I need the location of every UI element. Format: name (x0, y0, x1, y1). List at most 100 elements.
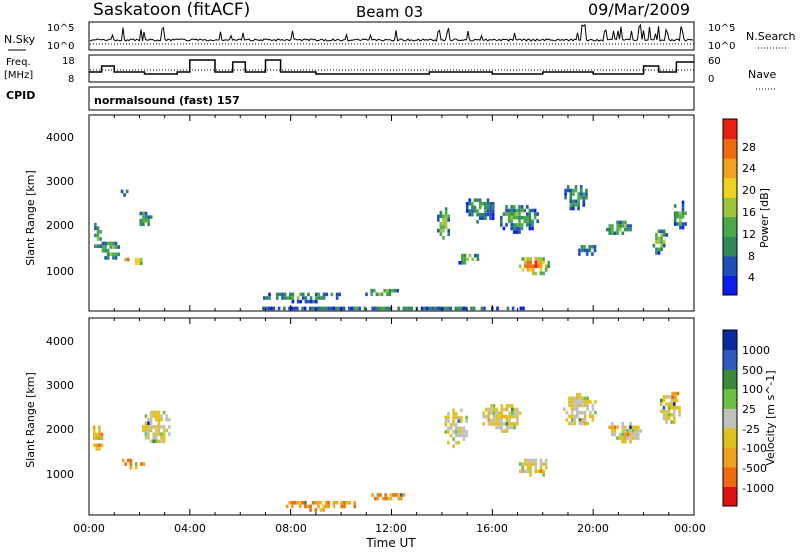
freq-trace (89, 59, 694, 75)
heatmap-cell (673, 204, 677, 208)
heatmap-cell (513, 425, 517, 430)
heatmap-cell (101, 245, 105, 249)
heatmap-cell (526, 223, 529, 227)
heatmap-cell (276, 296, 279, 300)
heatmap-cell (502, 212, 506, 216)
heatmap-cell (634, 432, 637, 437)
heatmap-cell (149, 417, 153, 422)
colorbar-swatch (723, 486, 737, 507)
heatmap-cell (444, 306, 447, 311)
colorbar-swatch (723, 275, 737, 296)
heatmap-cell (679, 225, 682, 230)
heatmap-cell (457, 440, 461, 445)
heatmap-cell (137, 257, 140, 262)
heatmap-cell (572, 206, 575, 211)
heatmap-cell (660, 236, 663, 241)
heatmap-cell (573, 396, 576, 401)
heatmap-cell (570, 410, 574, 415)
heatmap-cell (168, 425, 171, 429)
heatmap-cell (407, 306, 411, 311)
heatmap-cell (439, 306, 442, 311)
heatmap-cell (681, 204, 685, 208)
heatmap-cell (621, 432, 624, 437)
heatmap-cell (526, 264, 530, 268)
heatmap-cell (524, 257, 527, 261)
heatmap-cell (490, 404, 493, 408)
heatmap-cell (384, 493, 387, 497)
heatmap-cell (329, 306, 333, 311)
heatmap-cell (537, 257, 540, 261)
heatmap-cell (508, 411, 511, 415)
heatmap-cell (489, 205, 492, 210)
heatmap-cell (162, 432, 166, 436)
heatmap-cell (594, 400, 597, 404)
heatmap-cell (322, 306, 325, 311)
heatmap-cell (613, 231, 617, 235)
heatmap-cell (637, 429, 640, 433)
heatmap-cell (670, 420, 673, 424)
heatmap-cell (129, 462, 133, 466)
heatmap-cell (478, 202, 482, 206)
heatmap-cell (578, 396, 582, 401)
heatmap-cell (621, 439, 624, 444)
heatmap-cell (278, 292, 282, 297)
heatmap-cell (591, 403, 595, 408)
heatmap-cell (670, 405, 673, 410)
heatmap-cell (478, 205, 482, 210)
heatmap-cell (293, 501, 297, 505)
heatmap-cell (381, 306, 385, 311)
heatmap-cell (684, 211, 687, 215)
heatmap-cell (510, 226, 513, 231)
heatmap-cell (578, 400, 582, 404)
freq-label-line2: [MHz] (4, 70, 33, 81)
heatmap-cell (436, 306, 439, 311)
heatmap-cell (578, 403, 582, 408)
heatmap-cell (655, 236, 658, 241)
heatmap-cell (529, 257, 532, 261)
power-axis-ticks (88, 115, 695, 311)
heatmap-cell (591, 418, 595, 422)
heatmap-cell (374, 496, 377, 501)
heatmap-cell (335, 501, 338, 505)
heatmap-cell (353, 501, 357, 505)
heatmap-cell (626, 224, 630, 228)
heatmap-cell (678, 405, 681, 410)
heatmap-cell (338, 292, 341, 297)
heatmap-cell (468, 202, 472, 206)
heatmap-cell (570, 400, 574, 404)
heatmap-cell (155, 414, 158, 418)
heatmap-cell (516, 418, 519, 423)
heatmap-cell (667, 416, 671, 421)
heatmap-cell (468, 253, 472, 258)
heatmap-cell (528, 212, 532, 216)
heatmap-cell (662, 416, 666, 421)
heatmap-cell (673, 218, 677, 223)
velocity-cbar-tick-neg25: -25 (742, 423, 760, 436)
heatmap-cell (589, 410, 592, 415)
heatmap-cell (444, 419, 448, 423)
heatmap-cell (585, 192, 588, 196)
heatmap-cell (348, 501, 351, 505)
heatmap-cell (317, 504, 320, 509)
heatmap-cell (505, 205, 508, 209)
heatmap-cell (95, 436, 99, 440)
heatmap-cell (383, 288, 386, 293)
heatmap-cell (168, 432, 171, 436)
heatmap-cell (533, 215, 537, 220)
heatmap-cell (626, 429, 630, 433)
heatmap-cell (452, 444, 455, 449)
heatmap-cell (96, 230, 100, 234)
heatmap-cell (581, 418, 584, 422)
x-tick-2000: 20:00 (577, 522, 609, 535)
heatmap-cell (291, 299, 295, 304)
heatmap-cell (586, 421, 589, 426)
power-colorbar-label: Power [dB] (758, 188, 771, 248)
nave-tick-top: 60 (708, 56, 721, 67)
heatmap-cell (531, 226, 534, 231)
heatmap-cell (471, 205, 474, 210)
heatmap-cell (611, 224, 614, 228)
heatmap-cell (454, 412, 458, 416)
heatmap-cell (608, 224, 612, 228)
heatmap-cell (389, 306, 393, 311)
heatmap-cell (482, 411, 485, 415)
